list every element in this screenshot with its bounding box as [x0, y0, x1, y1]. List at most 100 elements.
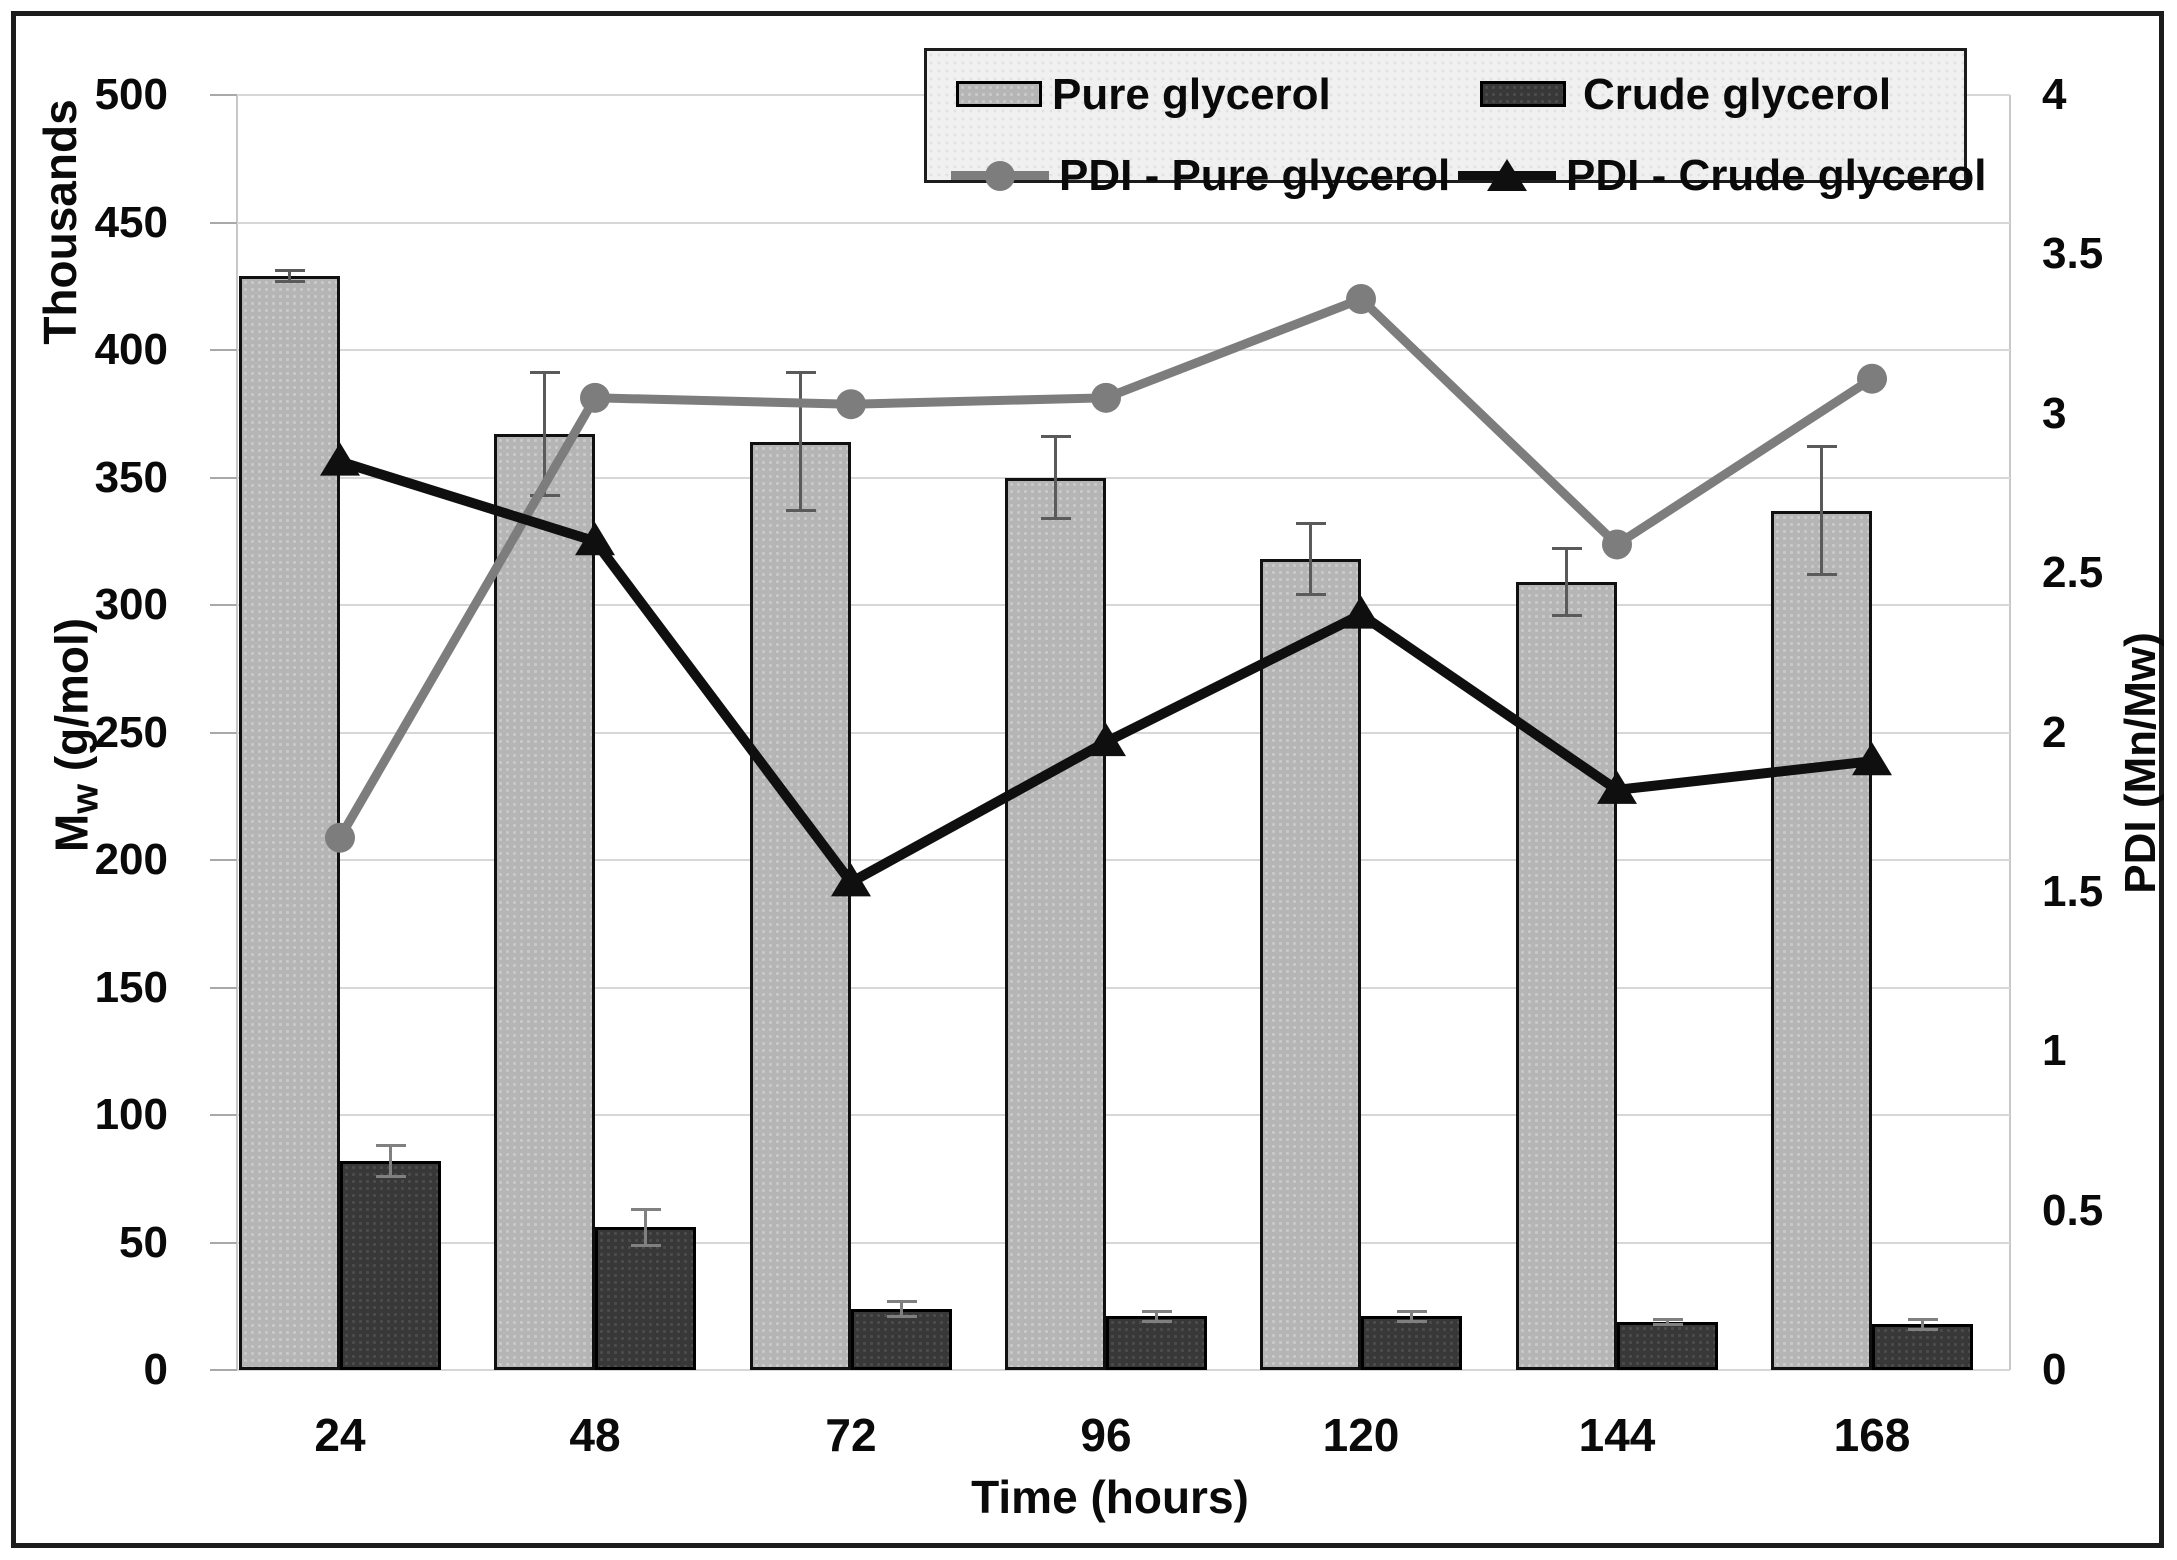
left-tick-150	[210, 986, 237, 989]
error-bar-crude-144h-cap-bottom	[1652, 1322, 1683, 1326]
line-pdi-pure-glycerol	[336, 293, 1875, 840]
error-bar-pure-24h-cap-bottom	[274, 279, 305, 283]
x-axis-title: Time (hours)	[971, 1471, 1249, 1523]
right-axis-title: PDI (Mn/Mw)	[2116, 632, 2165, 894]
circle-marker-24h	[325, 822, 355, 853]
right-axis-tick-label: 4	[2042, 70, 2067, 119]
right-axis-tick-label: 3.5	[2042, 229, 2104, 279]
right-axis-tick-label: 1	[2042, 1026, 2067, 1076]
error-bar-pure-96h-cap-bottom	[1040, 516, 1071, 520]
error-bar-pure-168h-cap-top	[1806, 445, 1837, 449]
x-axis-tick-label-24: 24	[314, 1409, 366, 1461]
circle-marker-144h	[1602, 529, 1632, 560]
left-axis-title-suffix: (g/mol)	[45, 617, 98, 784]
triangle-marker-72h	[831, 863, 871, 897]
left-tick-400	[210, 349, 237, 351]
right-axis-tick-label: 2	[2042, 707, 2067, 757]
bar-pure-120h	[1260, 559, 1361, 1370]
error-bar-pure-96h-cap-top	[1040, 435, 1071, 439]
right-axis-tick-label: 1.5	[2042, 866, 2104, 916]
triangle-marker-144h	[1597, 770, 1637, 804]
left-axis-tick-label: 500	[94, 70, 168, 119]
left-tick-300	[210, 604, 237, 606]
right-axis-tick-label: 0.5	[2042, 1185, 2104, 1235]
left-axis-tick-label: 250	[94, 707, 168, 757]
error-bar-pure-24h-cap-top	[274, 269, 305, 273]
x-axis-tick-label-48: 48	[569, 1409, 621, 1461]
error-bar-pure-144h	[1565, 548, 1568, 616]
right-axis-line	[2009, 95, 2011, 1370]
bar-pure-96h	[1005, 477, 1106, 1370]
error-bar-crude-48h-cap-bottom	[630, 1243, 661, 1247]
gridline-100	[237, 1114, 2010, 1116]
left-axis-tick-label: 50	[119, 1217, 168, 1267]
bar-pure-168h	[1771, 510, 1872, 1370]
gridline-450	[237, 221, 2010, 224]
left-axis-tick-label: 350	[94, 452, 168, 502]
legend-label-pure-glycerol: Pure glycerol	[1052, 70, 1331, 119]
right-axis-tick-label: 3	[2042, 388, 2067, 438]
bar-pure-72h	[750, 441, 851, 1370]
error-bar-crude-96h-cap-bottom	[1141, 1320, 1172, 1324]
error-bar-crude-24h-cap-bottom	[375, 1174, 406, 1178]
error-bar-crude-120h-cap-bottom	[1396, 1320, 1427, 1324]
left-tick-50	[210, 1241, 237, 1244]
error-bar-crude-120h	[1410, 1311, 1413, 1322]
left-axis-tick-label: 400	[94, 325, 168, 374]
left-tick-100	[210, 1114, 237, 1116]
error-bar-crude-48h-cap-top	[630, 1207, 661, 1211]
legend-circle-marker-icon	[985, 161, 1015, 191]
left-tick-0	[210, 1369, 237, 1371]
error-bar-pure-120h-cap-top	[1295, 521, 1326, 525]
plot-area	[237, 94, 2010, 1371]
x-axis-tick-label-96: 96	[1080, 1409, 1132, 1461]
right-axis-tick-label: 0	[2042, 1345, 2067, 1394]
error-bar-crude-72h-cap-bottom	[886, 1314, 917, 1318]
left-axis-tick-label: 450	[94, 197, 168, 247]
error-bar-crude-72h-cap-top	[886, 1299, 917, 1303]
circle-marker-48h	[580, 382, 610, 413]
bar-pure-48h	[494, 434, 595, 1370]
error-bar-crude-72h	[900, 1301, 903, 1317]
triangle-marker-120h	[1341, 595, 1381, 629]
triangle-marker-48h	[575, 522, 615, 556]
error-bar-crude-96h-cap-top	[1141, 1309, 1172, 1313]
legend-label-pdi-pure: PDI - Pure glycerol	[1059, 151, 1451, 200]
left-axis-tick-label: 200	[94, 835, 168, 884]
bar-pure-144h	[1516, 582, 1617, 1370]
error-bar-crude-48h	[644, 1209, 647, 1246]
triangle-marker-168h	[1852, 742, 1892, 776]
error-bar-pure-72h-cap-bottom	[785, 509, 816, 513]
left-axis-tick-label: 0	[143, 1345, 168, 1394]
triangle-marker-24h	[320, 442, 360, 476]
right-axis-tick-label: 2.5	[2042, 548, 2104, 598]
circle-marker-120h	[1346, 284, 1376, 314]
error-bar-pure-168h	[1820, 446, 1823, 575]
error-bar-pure-72h-cap-top	[785, 371, 816, 375]
left-tick-250	[210, 731, 237, 734]
gridline-150	[237, 986, 2010, 989]
left-axis-tick-label: 300	[94, 580, 168, 629]
gridline-0	[237, 1369, 2010, 1371]
legend-swatch-pure-glycerol	[956, 81, 1042, 107]
error-bar-crude-168h	[1921, 1319, 1924, 1330]
error-bar-pure-144h-cap-bottom	[1551, 613, 1582, 617]
x-axis-tick-label-144: 144	[1578, 1409, 1656, 1461]
error-bar-pure-72h	[799, 372, 802, 511]
pdi-lines-layer	[320, 284, 1892, 897]
error-bar-pure-120h	[1309, 523, 1312, 595]
gridline-300	[237, 604, 2010, 606]
gridline-50	[237, 1241, 2010, 1244]
gridline-400	[237, 349, 2010, 351]
legend-box: Pure glycerol Crude glycerol PDI - Pure …	[924, 48, 1987, 200]
bar-crude-168h	[1872, 1324, 1973, 1370]
left-axis-tick-label: 100	[94, 1090, 168, 1139]
circle-marker-72h	[836, 389, 866, 420]
left-tick-500	[210, 94, 237, 96]
gridline-350	[237, 476, 2010, 479]
bar-pure-24h	[239, 276, 340, 1370]
error-bar-pure-120h-cap-bottom	[1295, 593, 1326, 597]
x-axis-tick-label-168: 168	[1833, 1409, 1911, 1461]
left-tick-350	[210, 476, 237, 479]
